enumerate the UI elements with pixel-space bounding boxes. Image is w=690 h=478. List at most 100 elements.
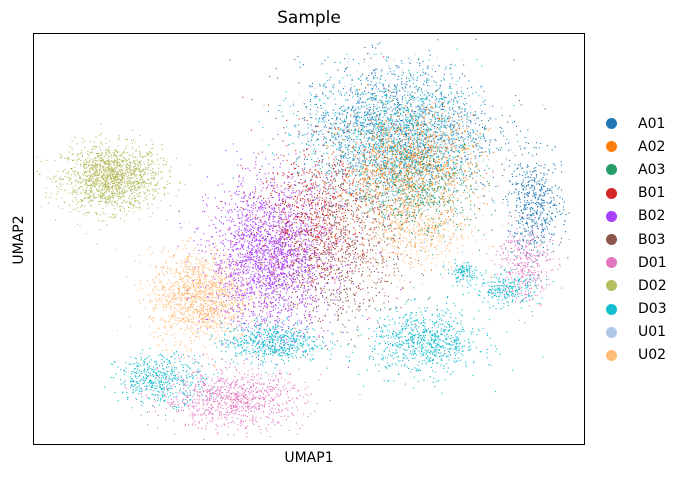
data-point	[173, 316, 175, 318]
chart-title: Sample	[277, 8, 341, 28]
data-point	[311, 322, 313, 324]
data-point	[177, 299, 179, 301]
data-point	[236, 320, 238, 322]
data-point	[102, 194, 104, 196]
data-point	[153, 281, 155, 283]
data-point	[282, 341, 284, 343]
data-point	[266, 325, 268, 327]
data-point	[340, 298, 342, 300]
data-point	[272, 284, 274, 286]
data-point	[234, 273, 236, 275]
data-point	[116, 184, 118, 186]
data-point	[198, 322, 200, 324]
data-point	[125, 148, 127, 150]
data-point	[119, 186, 121, 188]
data-point	[232, 275, 234, 277]
data-point	[175, 320, 177, 322]
data-point	[305, 310, 307, 312]
data-point	[228, 297, 230, 299]
data-point	[221, 280, 223, 282]
data-point	[99, 134, 101, 136]
data-point	[181, 307, 183, 309]
data-point	[164, 333, 166, 335]
data-point	[263, 215, 265, 217]
data-point	[87, 151, 89, 153]
data-point	[127, 152, 129, 154]
data-point	[244, 329, 246, 331]
data-point	[229, 216, 231, 218]
data-point	[207, 357, 209, 359]
data-point	[124, 180, 126, 182]
data-point	[227, 258, 229, 260]
data-point	[134, 175, 136, 177]
data-point	[256, 255, 258, 257]
data-point	[123, 194, 125, 196]
data-point	[193, 316, 195, 318]
data-point	[172, 291, 174, 293]
data-point	[261, 221, 263, 223]
data-point	[241, 213, 243, 215]
data-point	[282, 252, 284, 254]
data-point	[77, 223, 79, 225]
data-point	[115, 149, 117, 151]
data-point	[153, 310, 155, 312]
data-point	[324, 203, 326, 205]
data-point	[329, 185, 331, 187]
data-point	[120, 180, 122, 182]
data-point	[237, 186, 239, 188]
data-point	[262, 278, 264, 280]
data-point	[181, 313, 183, 315]
data-point	[214, 302, 216, 304]
data-point	[306, 251, 308, 253]
data-point	[270, 225, 272, 227]
data-point	[80, 163, 82, 165]
data-point	[124, 182, 126, 184]
data-point	[275, 247, 277, 249]
data-point	[192, 311, 194, 313]
data-point	[230, 324, 232, 326]
data-point	[229, 309, 231, 311]
data-point	[247, 271, 249, 273]
data-point	[175, 157, 177, 159]
data-point	[90, 196, 92, 198]
data-point	[229, 275, 231, 277]
data-point	[193, 297, 195, 299]
data-point	[214, 338, 216, 340]
data-point	[161, 350, 163, 352]
data-point	[192, 273, 194, 275]
data-point	[131, 173, 133, 175]
data-point	[106, 179, 108, 181]
data-point	[126, 139, 128, 141]
data-point	[129, 326, 131, 328]
data-point	[100, 181, 102, 183]
data-point	[142, 177, 144, 179]
data-point	[271, 237, 273, 239]
data-point	[202, 321, 204, 323]
data-point	[273, 246, 275, 248]
data-point	[168, 170, 170, 172]
data-point	[199, 260, 201, 262]
data-point	[236, 288, 238, 290]
data-point	[116, 176, 118, 178]
data-point	[182, 270, 184, 272]
data-point	[239, 262, 241, 264]
data-point	[284, 232, 286, 234]
data-point	[264, 230, 266, 232]
data-point	[316, 307, 318, 309]
data-point	[227, 276, 229, 278]
data-point	[130, 169, 132, 171]
data-point	[245, 255, 247, 257]
data-point	[81, 149, 83, 151]
data-point	[147, 204, 149, 206]
data-point	[88, 174, 90, 176]
data-point	[167, 295, 169, 297]
data-point	[294, 233, 296, 235]
data-point	[309, 270, 311, 272]
data-point	[173, 255, 175, 257]
data-point	[286, 177, 288, 179]
data-point	[142, 182, 144, 184]
data-point	[122, 169, 124, 171]
data-point	[84, 164, 86, 166]
data-point	[241, 328, 243, 330]
data-point	[299, 245, 301, 247]
